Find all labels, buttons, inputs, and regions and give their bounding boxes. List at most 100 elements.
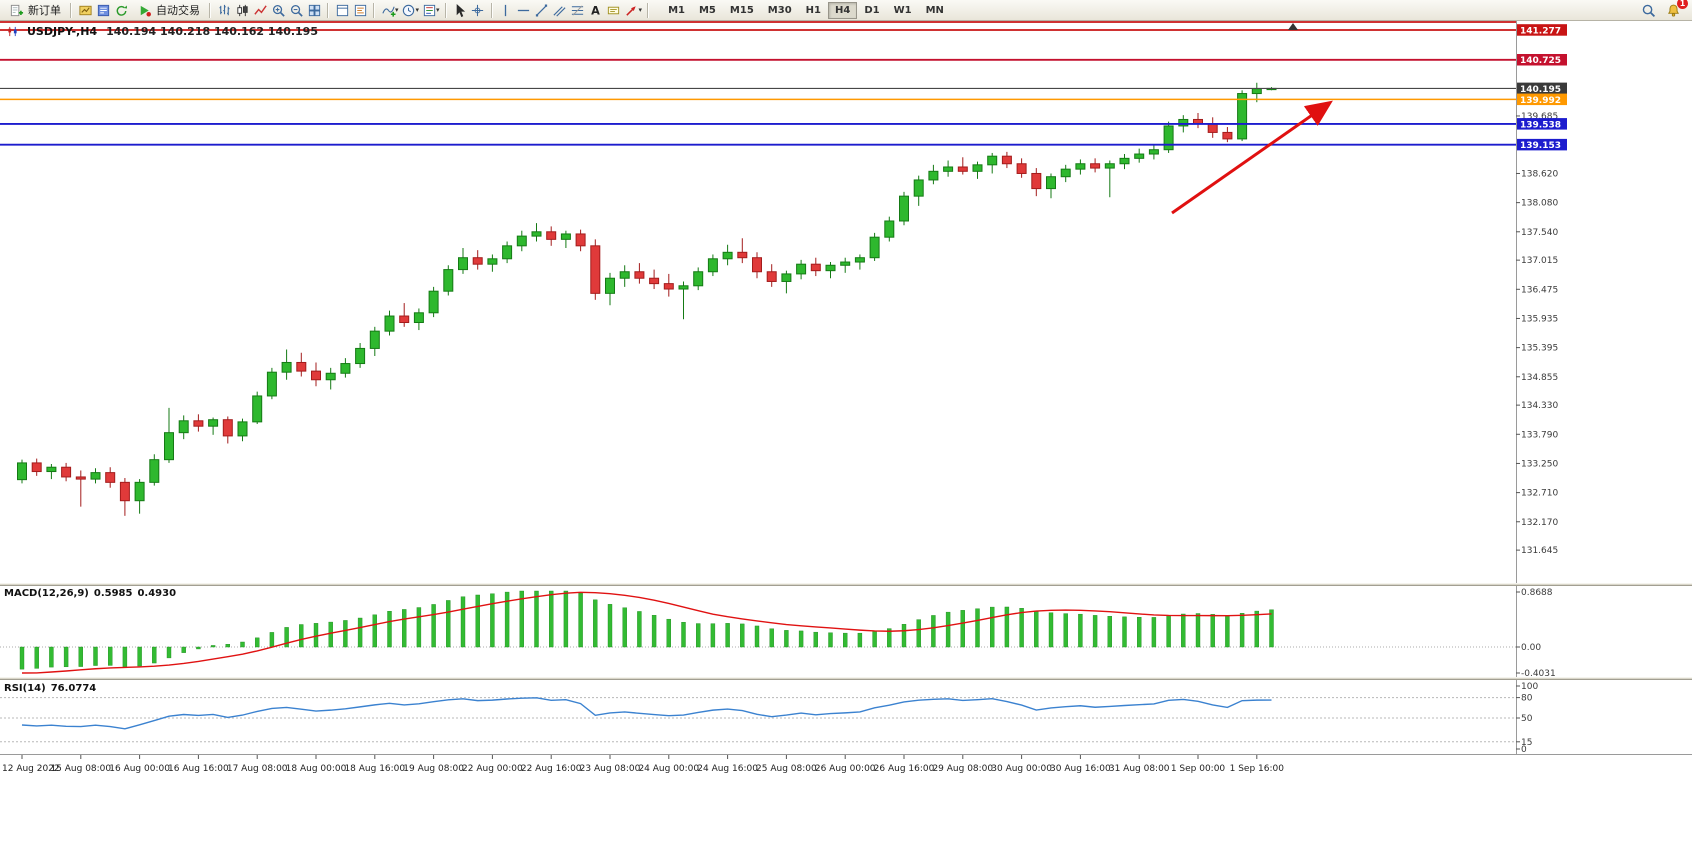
- periods-clock-icon[interactable]: [400, 2, 418, 19]
- timeframe-w1[interactable]: W1: [887, 2, 919, 19]
- price-axis-label: 132.170: [1521, 518, 1558, 528]
- dropdown-caret-icon[interactable]: ▾: [415, 6, 420, 14]
- notifications-icon[interactable]: 1: [1664, 0, 1688, 19]
- time-axis-label: 19 Aug 08:00: [403, 764, 464, 774]
- chart-template-icon[interactable]: [351, 2, 369, 19]
- timeframe-toolbar: M1 M5 M15 M30 H1 H4 D1 W1 MN: [661, 1, 951, 19]
- horizontal-line-icon[interactable]: [515, 2, 533, 19]
- new-order-icon: [7, 2, 25, 19]
- time-axis-label: 18 Aug 00:00: [286, 764, 347, 774]
- price-axis-label: 134.855: [1521, 373, 1558, 383]
- candles-layer: [17, 82, 1277, 516]
- macd-name: MACD(12,26,9): [4, 588, 89, 599]
- time-axis-label: 30 Aug 16:00: [1050, 764, 1111, 774]
- crosshair-icon[interactable]: [469, 2, 487, 19]
- bar-chart-icon[interactable]: [215, 2, 233, 19]
- new-order-label: 新订单: [28, 4, 61, 17]
- new-window-icon[interactable]: [333, 2, 351, 19]
- refresh-icon[interactable]: [112, 2, 130, 19]
- timeframe-m1[interactable]: M1: [661, 2, 692, 19]
- macd-signal-line: [21, 591, 1272, 674]
- time-axis-label: 31 Aug 08:00: [1109, 764, 1170, 774]
- price-badge: [1517, 93, 1567, 106]
- profiles-icon[interactable]: [94, 2, 112, 19]
- trendline-icon[interactable]: [533, 2, 551, 19]
- macd-signal-value: 0.4930: [137, 588, 177, 599]
- price-axis-label: 138.080: [1521, 199, 1558, 209]
- timeframe-m30[interactable]: M30: [761, 2, 799, 19]
- timeframe-m15[interactable]: M15: [723, 2, 761, 19]
- time-axis-label: 26 Aug 16:00: [874, 764, 935, 774]
- price-axis-label: 138.620: [1521, 169, 1558, 179]
- time-axis-label: 24 Aug 16:00: [697, 764, 758, 774]
- price-badge: [1517, 53, 1567, 66]
- timeframe-h4[interactable]: H4: [827, 1, 858, 19]
- price-badge: [1517, 82, 1567, 95]
- zoom-in-icon[interactable]: [269, 2, 287, 19]
- toolbar-separator: [327, 2, 329, 18]
- chart-symbol-icon: [6, 26, 18, 38]
- toolbar-separator: [444, 2, 447, 18]
- text-tool-icon[interactable]: A: [587, 2, 605, 19]
- candlestick-chart-icon[interactable]: [233, 2, 251, 19]
- vertical-line-icon[interactable]: [497, 2, 515, 19]
- chart-shift-marker[interactable]: [1288, 23, 1298, 30]
- time-axis-label: 23 Aug 08:00: [580, 764, 641, 774]
- toolbar-separator: [70, 2, 72, 18]
- arrows-tool-icon[interactable]: [623, 2, 641, 19]
- fibonacci-icon[interactable]: [569, 2, 587, 19]
- price-badge-label: 141.277: [1520, 26, 1561, 36]
- time-axis-label: 29 Aug 08:00: [932, 764, 993, 774]
- dropdown-caret-icon[interactable]: ▾: [638, 6, 643, 14]
- tile-windows-icon[interactable]: [305, 2, 323, 19]
- time-axis-label: 1 Sep 00:00: [1171, 764, 1226, 774]
- macd-axis-label: 0.8688: [1521, 588, 1553, 598]
- price-axis-label: 137.540: [1521, 228, 1558, 238]
- panel-splitter[interactable]: [0, 583, 1692, 586]
- panel-splitter[interactable]: [0, 677, 1692, 680]
- autotrading-label: 自动交易: [156, 4, 200, 17]
- macd-histogram: [19, 590, 1274, 670]
- add-indicator-icon[interactable]: [379, 2, 397, 19]
- macd-value: 0.5985: [93, 588, 133, 599]
- price-badge: [1517, 138, 1567, 151]
- time-axis-label: 16 Aug 16:00: [168, 764, 229, 774]
- autotrading-button[interactable]: 自动交易: [130, 1, 205, 20]
- trend-arrow[interactable]: [1171, 100, 1333, 215]
- time-axis-label: 30 Aug 00:00: [991, 764, 1052, 774]
- time-axis-label: 16 Aug 00:00: [109, 764, 170, 774]
- time-axis-label: 26 Aug 00:00: [815, 764, 876, 774]
- toolbar-separator: [209, 2, 211, 18]
- price-axis-label: 134.330: [1521, 401, 1558, 411]
- timeframe-h1[interactable]: H1: [799, 2, 828, 19]
- dropdown-caret-icon[interactable]: ▾: [436, 6, 440, 14]
- channel-icon[interactable]: [551, 2, 569, 19]
- search-icon[interactable]: [1639, 2, 1657, 19]
- cursor-icon[interactable]: [451, 2, 469, 19]
- dropdown-caret-icon[interactable]: ▾: [395, 6, 399, 14]
- open-chart-icon[interactable]: [76, 2, 94, 19]
- text-label-icon[interactable]: [605, 2, 623, 19]
- rsi-axis-label: 0: [1521, 745, 1527, 755]
- price-axis-label: 133.250: [1521, 459, 1558, 469]
- timeframe-d1[interactable]: D1: [857, 2, 886, 19]
- notification-badge: 1: [1677, 0, 1688, 9]
- time-axis-label: 15 Aug 08:00: [50, 764, 111, 774]
- line-chart-icon[interactable]: [251, 2, 269, 19]
- zoom-out-icon[interactable]: [287, 2, 305, 19]
- templates-list-icon[interactable]: [420, 2, 438, 19]
- price-badge-label: 139.992: [1520, 96, 1561, 106]
- macd-label: MACD(12,26,9) 0.5985 0.4930: [4, 588, 181, 599]
- svg-text:A: A: [591, 4, 600, 17]
- time-axis-label: 24 Aug 00:00: [638, 764, 699, 774]
- time-axis-label: 1 Sep 16:00: [1230, 764, 1285, 774]
- price-badge-label: 139.538: [1520, 120, 1561, 130]
- toolbar-separator: [647, 2, 650, 18]
- new-order-button[interactable]: 新订单: [2, 1, 66, 20]
- time-axis-label: 17 Aug 08:00: [227, 764, 288, 774]
- timeframe-mn[interactable]: MN: [919, 2, 951, 19]
- timeframe-m5[interactable]: M5: [692, 2, 723, 19]
- toolbar-right-group: 1: [1639, 0, 1692, 19]
